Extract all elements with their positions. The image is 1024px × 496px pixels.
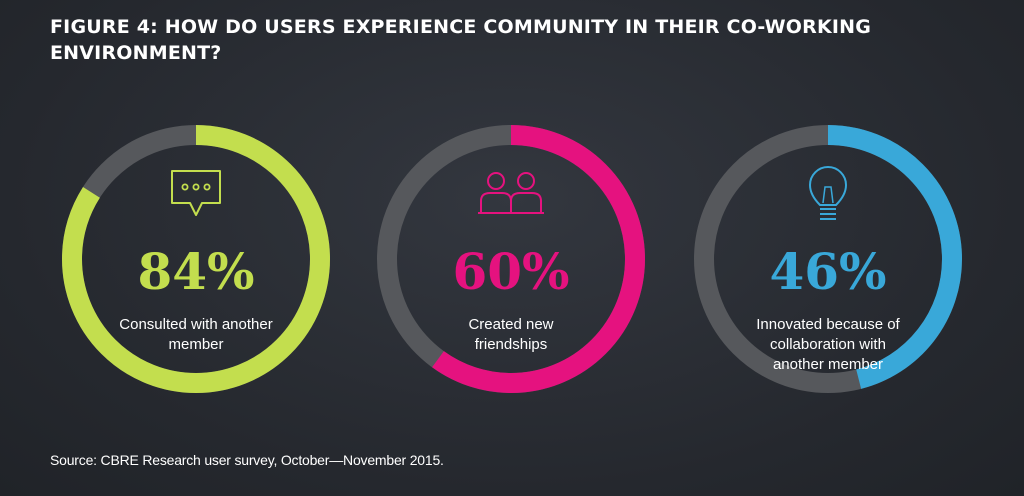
donut-group-1: 84% Consulted with another member	[62, 125, 330, 393]
category-label-line: Innovated because of	[756, 316, 900, 333]
figure-title: FIGURE 4: HOW DO USERS EXPERIENCE COMMUN…	[50, 16, 872, 64]
source-note: Source: CBRE Research user survey, Octob…	[50, 452, 444, 468]
value-label: 60%	[452, 242, 569, 301]
category-label-line: Consulted with another	[119, 316, 272, 333]
category-label-line: another member	[773, 356, 883, 373]
value-label: 84%	[137, 242, 254, 301]
donut-value-arc	[377, 125, 645, 393]
category-label-line: Created new	[468, 316, 553, 333]
donut-group-3: 46% Innovated because of collaboration wit…	[694, 125, 962, 393]
two-people-icon	[478, 172, 544, 214]
speech-bubble-icon	[171, 170, 221, 216]
lightbulb-icon	[809, 166, 847, 220]
category-label-line: friendships	[475, 336, 548, 353]
value-label: 46%	[769, 242, 886, 301]
category-label-line: member	[168, 336, 223, 353]
category-label-line: collaboration with	[770, 336, 886, 353]
donut-group-2: 60% Created new friendships	[377, 125, 645, 393]
donut-value-arc	[62, 125, 330, 393]
donut-value-arc	[694, 125, 962, 393]
